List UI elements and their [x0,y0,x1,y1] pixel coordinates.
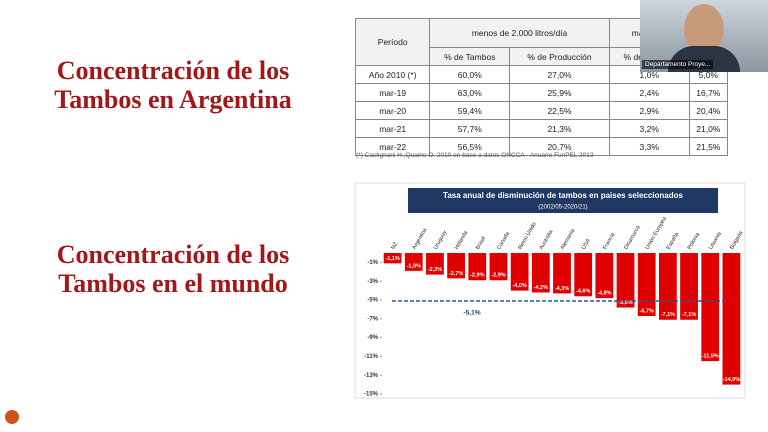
bar [531,253,550,293]
logo-icon [5,410,19,424]
table-header: menos de 2.000 litros/día [429,18,610,48]
bar [722,253,741,385]
value-label: -4,0% [512,283,526,289]
chart-title: Tasa anual de disminución de tambos en p… [443,191,683,200]
bar [447,253,466,279]
bar [404,253,423,271]
chart-frame [354,182,746,399]
value-label: -1,9% [407,263,421,269]
table-subheader: % de Producción [509,47,610,66]
table-row: mar-19 63,0% 25,9% 2,4% 16,7% [354,83,729,102]
table-row: mar-21 57,7% 21,3% 3,2% 21,0% [354,119,729,138]
average-label: -5,1% [464,310,481,317]
table-cell: 20,7% [509,137,610,156]
table-cell: mar-22 [354,137,431,156]
bar [510,253,529,291]
bar [553,253,571,294]
y-tick-label: -5% [367,298,378,304]
value-label: -2,3% [428,267,442,273]
bar [426,253,444,275]
value-label: -4,6% [576,289,590,295]
table-row: mar-20 59,4% 22,5% 2,9% 20,4% [354,101,729,120]
value-label: -4,8% [597,291,611,297]
value-label: -7,1% [661,312,675,318]
participant-name: Departamento Proye... [642,60,714,69]
y-tick-label: -7% [367,316,378,322]
heading-line: Concentración de los [56,56,290,85]
value-label: -14,0% [723,377,741,383]
bar [637,253,656,316]
bar [680,253,698,320]
value-label: -2,9% [491,273,505,279]
value-label: -5,8% [618,300,632,306]
table-subheader: % de Tambos [429,47,511,66]
bar [658,253,677,320]
table-cell: 3,3% [608,137,690,156]
x-tick-label: NZ [390,241,399,251]
value-label: -6,7% [640,308,654,314]
data-table: Período menos de 2.000 litros/día más de… [354,18,729,156]
bar [468,253,487,281]
chart-subtitle: (2002/05-2020/21) [538,205,587,211]
y-tick-label: -9% [367,335,378,341]
value-label: -11,5% [702,354,719,360]
table-footnote: (*) Castignani H.,Quaino O. 2010 en base… [356,152,594,159]
bar [701,253,720,362]
bar [574,253,593,297]
y-tick-label: -13% [364,373,379,379]
webcam-face [684,4,724,54]
heading-line: Tambos en Argentina [54,85,292,114]
webcam-tile: Departamento Proye... [640,0,768,72]
value-label: -2,7% [449,271,463,277]
heading-world: Concentración de los Tambos en el mundo [18,240,328,298]
table-body: Año 2010 (*) 60,0% 27,0% 1,0% 5,0% mar-19 63,0… [354,65,729,156]
value-label: -7,1% [682,312,696,318]
table-cell: 56,5% [429,137,511,156]
y-tick-label: -15% [364,392,379,398]
value-label: -1,1% [385,256,399,262]
y-tick-label: -3% [367,279,378,285]
bar [616,253,635,308]
value-label: -2,9% [470,273,484,279]
table-cell: 21,5% [688,137,729,156]
value-label: -4,3% [555,286,569,292]
y-tick-label: -1% [367,260,378,266]
table-header: Período [354,18,431,66]
table-row: mar-22 56,5% 20,7% 3,3% 21,5% [354,137,729,156]
x-tick-label: USA [581,238,592,251]
heading-line: Concentración de los [56,240,290,269]
bar [595,253,614,299]
heading-argentina: Concentración de los Tambos en Argentina [18,56,328,114]
value-label: -4,2% [534,285,548,291]
chart-title-box [408,188,718,213]
heading-line: Tambos en el mundo [58,269,288,298]
bar [489,253,508,281]
bar [383,253,402,264]
y-tick-label: -11% [364,354,378,360]
